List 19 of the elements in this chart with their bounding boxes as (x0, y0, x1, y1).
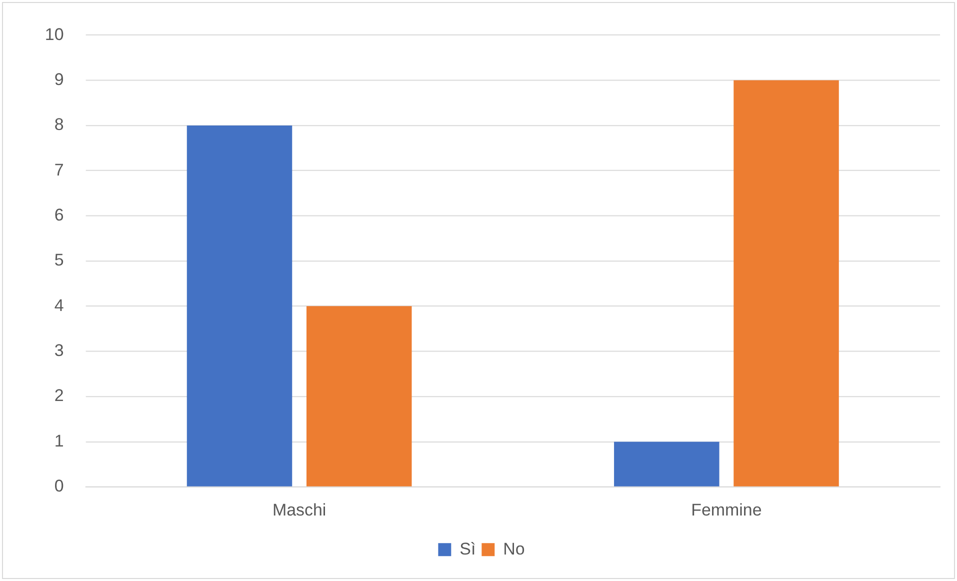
bar (186, 125, 292, 486)
legend-label: No (503, 539, 525, 558)
y-tick-label: 10 (44, 24, 64, 44)
x-tick-label: Femmine (691, 500, 762, 520)
y-tick-label: 6 (54, 206, 64, 224)
y-tick-label: 7 (54, 160, 64, 180)
y-tick-label: 0 (54, 476, 64, 496)
y-tick-label: 1 (54, 431, 64, 450)
legend-label: Sì (460, 539, 476, 558)
y-tick-label: 4 (54, 296, 64, 315)
x-tick-label: Maschi (272, 500, 326, 520)
y-tick-label: 9 (54, 70, 64, 89)
y-tick-label: 5 (54, 250, 64, 270)
y-tick-label: 8 (54, 115, 64, 134)
y-tick-label: 2 (54, 386, 64, 406)
y-tick-label: 3 (54, 341, 64, 360)
bar (306, 306, 412, 486)
bar (734, 80, 839, 486)
bar (614, 442, 720, 486)
